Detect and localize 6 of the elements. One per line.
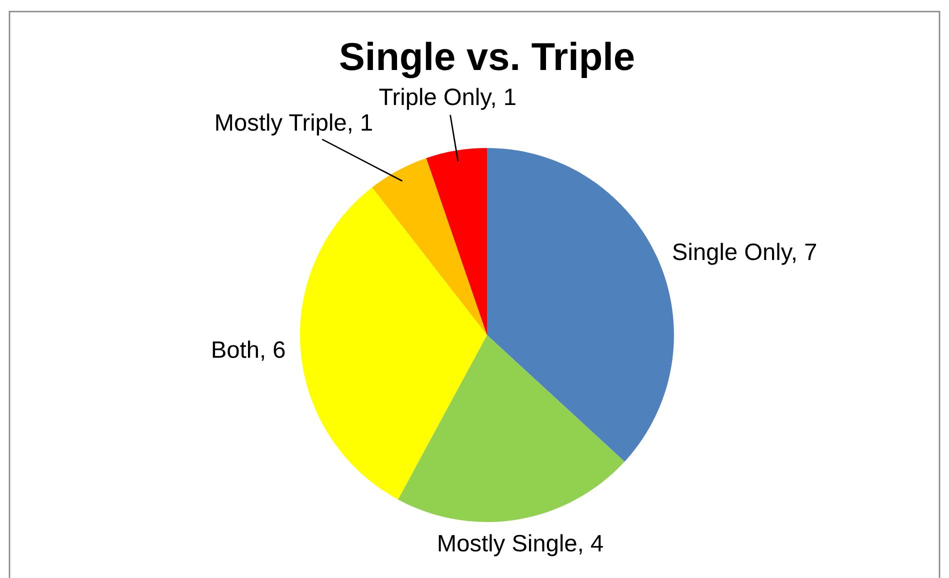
slice-label: Mostly Triple, 1 <box>216 113 372 136</box>
chart-title: Single vs. Triple <box>340 42 634 78</box>
slice-label: Triple Only, 1 <box>379 88 516 110</box>
slice-label: Single Only, 7 <box>673 242 816 265</box>
slice-label: Mostly Single, 4 <box>438 534 603 556</box>
slice-label: Both, 6 <box>212 340 285 361</box>
